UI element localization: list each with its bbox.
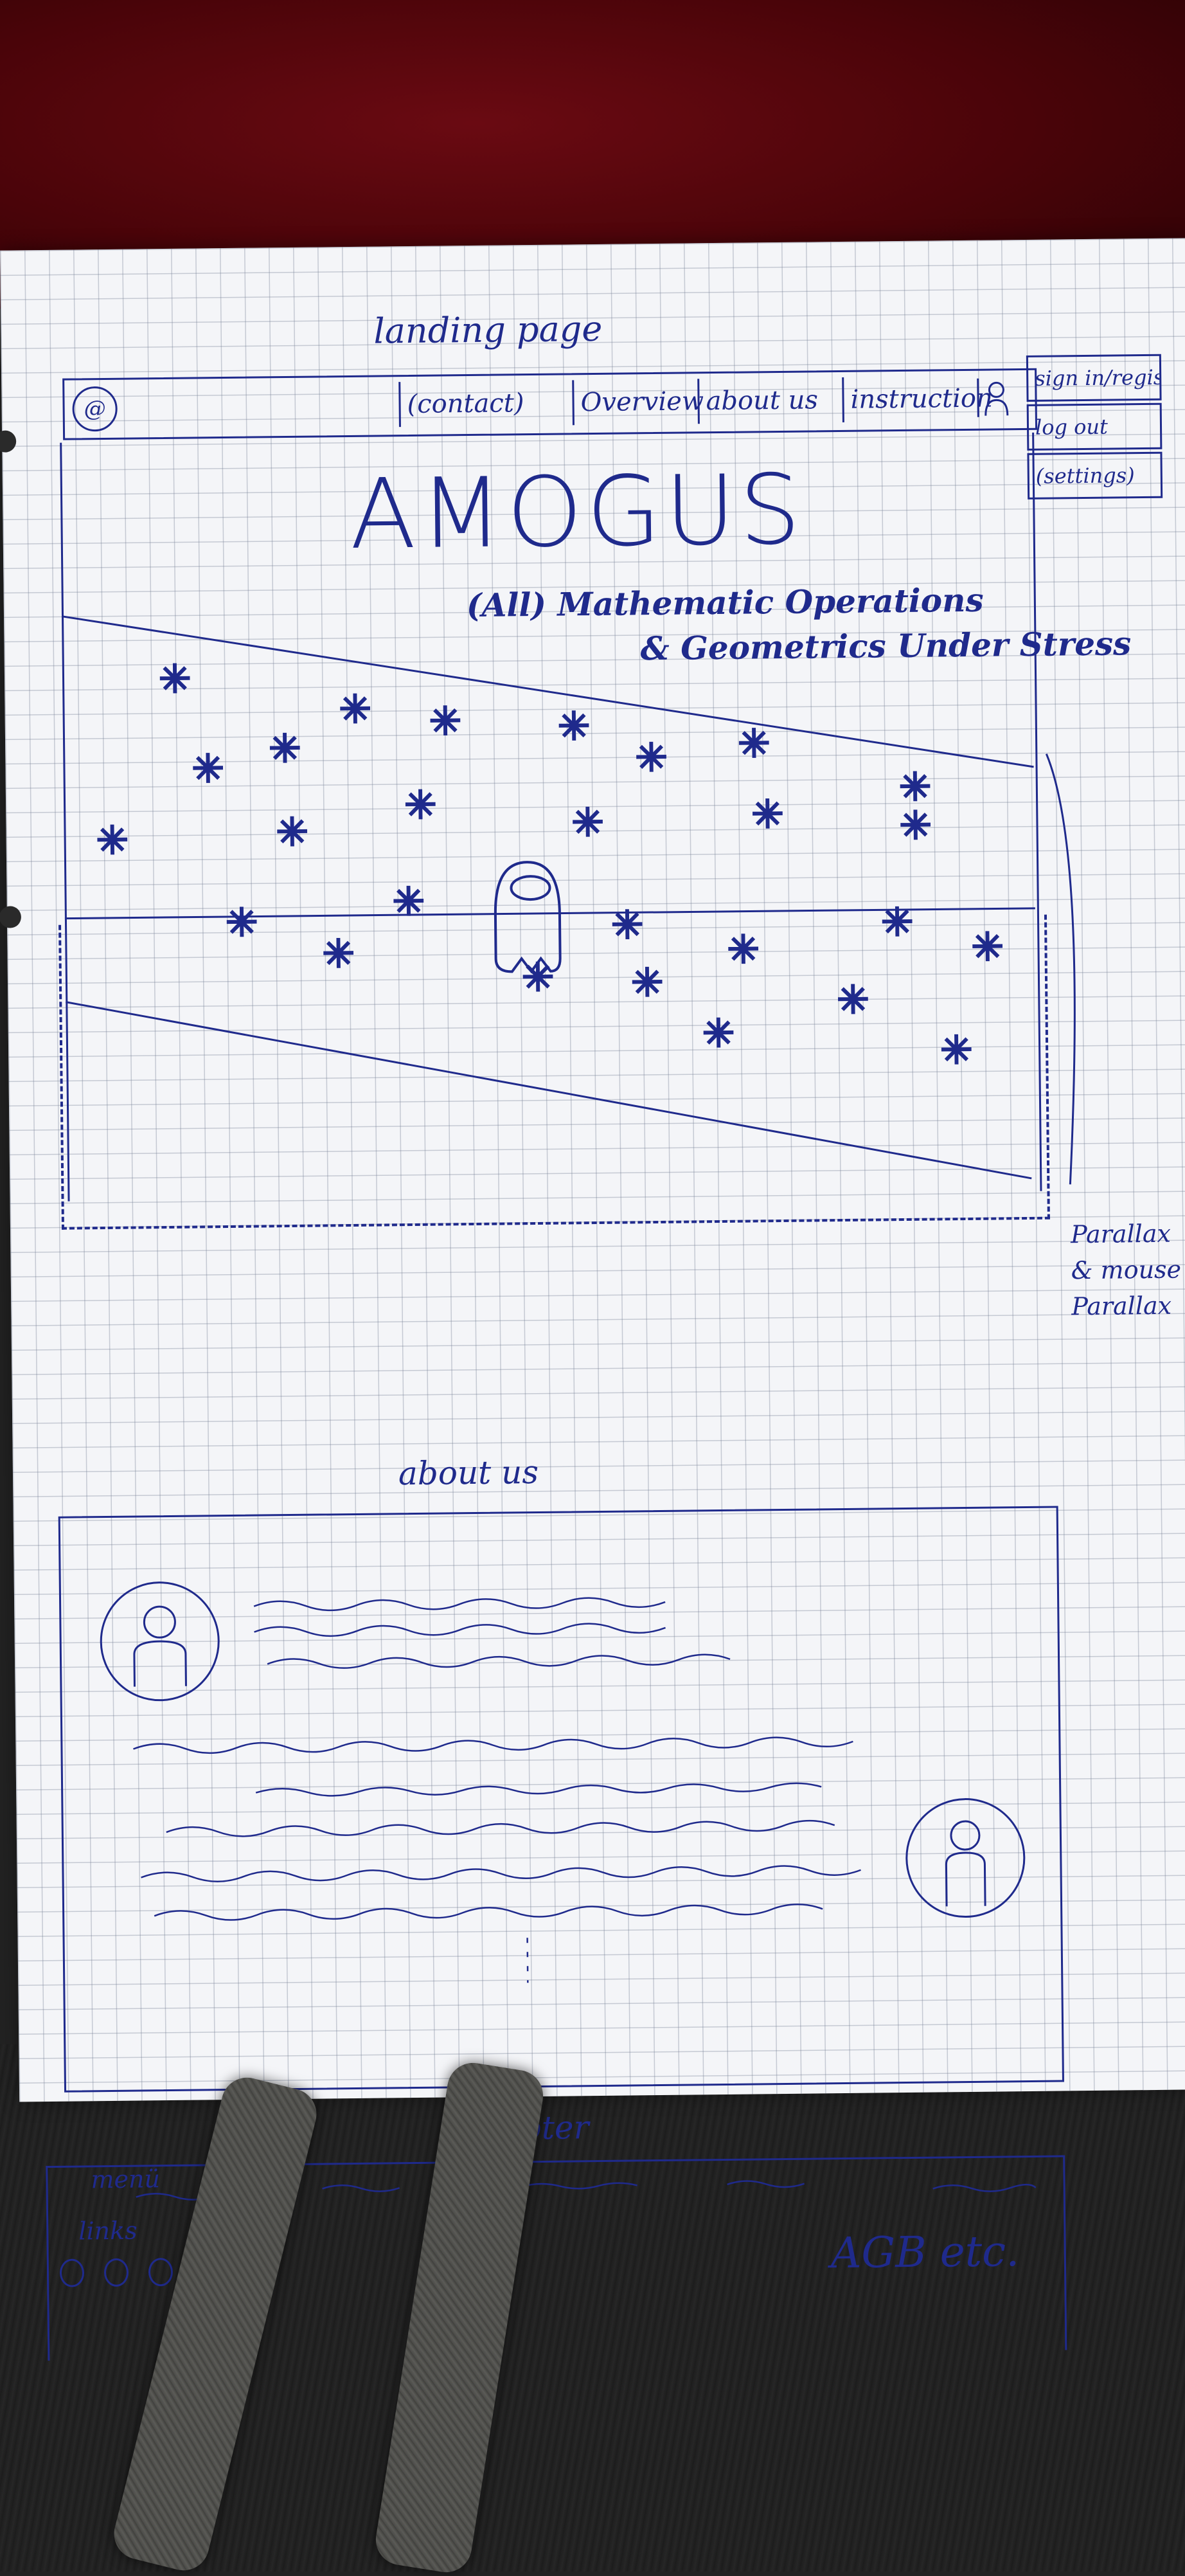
svg-text:✳: ✳ [635, 735, 668, 781]
user-icon[interactable] [977, 378, 1014, 417]
footer-placeholder-lines [136, 2180, 1037, 2201]
svg-text:✳: ✳ [971, 924, 1004, 970]
sketch-paper: landing page @ (contact) Overview about … [0, 238, 1185, 2361]
social-icon[interactable] [148, 2258, 174, 2287]
social-icon[interactable] [59, 2258, 85, 2287]
svg-text:✳: ✳ [702, 1011, 735, 1057]
svg-text:✳: ✳ [940, 1028, 973, 1074]
svg-text:✳: ✳ [557, 704, 590, 750]
svg-text:✳: ✳ [192, 746, 224, 792]
nav-bar: @ (contact) Overview about us instructio… [62, 368, 1038, 440]
about-heading: about us [398, 1453, 539, 1493]
parallax-section [58, 914, 1050, 1230]
avatar-icon [99, 1581, 220, 1702]
svg-text:✳: ✳ [226, 901, 258, 946]
svg-text:✳: ✳ [269, 726, 301, 772]
svg-text:✳: ✳ [837, 978, 869, 1023]
svg-text:✳: ✳ [881, 900, 914, 946]
svg-text:✳: ✳ [738, 721, 771, 767]
svg-text:✳: ✳ [429, 699, 461, 744]
svg-text:✳: ✳ [404, 783, 437, 829]
svg-text:✳: ✳ [339, 687, 371, 733]
avatar-icon [905, 1797, 1026, 1919]
svg-text:✳: ✳ [392, 879, 425, 925]
svg-text:✳: ✳ [727, 927, 760, 973]
parallax-note: Parallax & mouse Parallax [1070, 1219, 1182, 1321]
svg-text:✳: ✳ [96, 818, 129, 864]
footer-company: AGB etc. [830, 2226, 1020, 2278]
social-icon[interactable] [103, 2258, 129, 2287]
about-section [58, 1506, 1064, 2093]
svg-text:✳: ✳ [751, 792, 784, 838]
svg-text:✳: ✳ [322, 932, 355, 977]
svg-text:✳: ✳ [611, 903, 644, 948]
svg-text:✳: ✳ [159, 657, 192, 703]
svg-text:✳: ✳ [899, 804, 932, 849]
crewmate-icon [494, 861, 562, 974]
svg-text:✳: ✳ [571, 800, 604, 846]
placeholder-text-lines [133, 1597, 861, 1983]
hero-starfield: ✳✳ ✳ ✳ ✳ ✳ ✳✳✳ ✳✳ ✳ ✳ ✳✳ ✳ ✳✳ ✳✳ ✳ ✳✳ ✳ ✳✳ ✳ [61, 615, 1076, 1185]
svg-text:✳: ✳ [899, 765, 932, 811]
svg-text:✳: ✳ [631, 960, 664, 1006]
svg-text:✳: ✳ [276, 810, 308, 856]
